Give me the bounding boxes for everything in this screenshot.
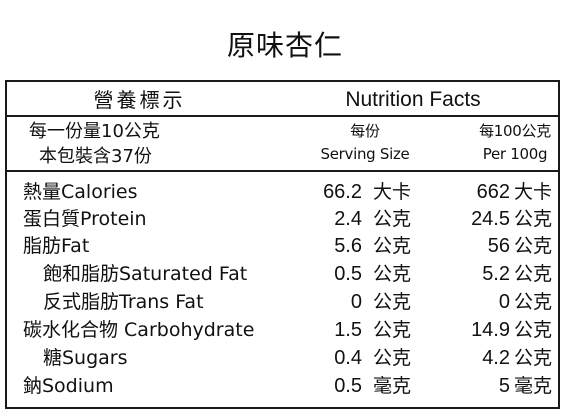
per-serving-value: 1.5 xyxy=(334,319,362,341)
per-100g-value: 4.2 xyxy=(482,347,510,369)
per-serving-unit: 公克 xyxy=(373,319,412,341)
nutrient-row-calories: 熱量Calories 66.2 大卡 662 大卡 xyxy=(7,179,558,206)
per-100g-value: 56 xyxy=(487,235,510,257)
nutrient-name: 脂肪Fat xyxy=(23,235,90,257)
per-serving-unit: 公克 xyxy=(373,208,412,230)
per-serving-unit: 公克 xyxy=(373,235,412,257)
nutrient-name: 碳水化合物 Carbohydrate xyxy=(23,319,255,341)
label-header-english: Nutrition Facts xyxy=(345,88,481,111)
per-100g-unit: 公克 xyxy=(514,235,553,257)
label-header-chinese: 營養標示 xyxy=(93,88,186,112)
nutrient-row-fat: 脂肪Fat 5.6 公克 56 公克 xyxy=(7,233,558,260)
nutrient-name: 蛋白質Protein xyxy=(23,208,147,230)
per-100g-value: 5.2 xyxy=(482,263,510,285)
per-100g-value: 662 xyxy=(476,181,510,203)
per-100g-value: 14.9 xyxy=(471,319,510,341)
product-title: 原味杏仁 xyxy=(226,29,343,62)
per-100g-value: 0 xyxy=(498,291,510,313)
column-header-per-100g-zh: 每100公克 xyxy=(479,122,551,140)
per-serving-unit: 公克 xyxy=(373,263,412,285)
column-header-per-serving-zh: 每份 xyxy=(350,122,380,140)
per-100g-unit: 公克 xyxy=(514,263,553,285)
column-header-per-serving-en: Serving Size xyxy=(320,145,410,163)
per-serving-value: 0.5 xyxy=(334,263,362,285)
nutrient-name: 鈉Sodium xyxy=(23,375,114,397)
per-serving-value: 0.4 xyxy=(334,347,362,369)
per-100g-unit: 毫克 xyxy=(514,375,553,397)
nutrient-row-sodium: 鈉Sodium 0.5 毫克 5 毫克 xyxy=(7,373,558,400)
per-100g-unit: 公克 xyxy=(514,347,553,369)
header-divider xyxy=(7,115,558,117)
per-serving-value: 0 xyxy=(350,291,362,313)
per-100g-unit: 公克 xyxy=(514,319,553,341)
per-serving-value: 5.6 xyxy=(334,235,362,257)
per-serving-value: 2.4 xyxy=(334,208,362,230)
per-100g-unit: 大卡 xyxy=(514,181,553,203)
nutrient-name: 飽和脂肪Saturated Fat xyxy=(43,263,248,285)
per-serving-value: 0.5 xyxy=(334,375,362,397)
column-header-per-100g: 每100公克 Per 100g xyxy=(454,120,570,166)
per-serving-unit: 大卡 xyxy=(373,181,412,203)
per-100g-value: 5 xyxy=(498,375,510,397)
serving-size: 每一份量10公克 xyxy=(29,121,160,142)
per-serving-value: 66.2 xyxy=(323,181,362,203)
nutrient-row-saturated-fat: 飽和脂肪Saturated Fat 0.5 公克 5.2 公克 xyxy=(7,261,558,288)
nutrient-name: 熱量Calories xyxy=(23,181,138,203)
per-serving-unit: 毫克 xyxy=(373,375,412,397)
nutrient-row-protein: 蛋白質Protein 2.4 公克 24.5 公克 xyxy=(7,206,558,233)
per-serving-unit: 公克 xyxy=(373,291,412,313)
column-header-per-100g-en: Per 100g xyxy=(482,145,548,163)
nutrient-row-carbohydrate: 碳水化合物 Carbohydrate 1.5 公克 14.9 公克 xyxy=(7,317,558,344)
nutrient-name: 反式脂肪Trans Fat xyxy=(43,291,204,313)
per-100g-value: 24.5 xyxy=(471,208,510,230)
serving-divider xyxy=(7,170,558,172)
nutrition-label: 營養標示 Nutrition Facts 每一份量10公克 本包裝含37份 每份… xyxy=(5,80,560,409)
per-serving-unit: 公克 xyxy=(373,347,412,369)
per-100g-unit: 公克 xyxy=(514,291,553,313)
per-100g-unit: 公克 xyxy=(514,208,553,230)
nutrient-name: 糖Sugars xyxy=(43,347,128,369)
column-header-per-serving: 每份 Serving Size xyxy=(305,120,425,166)
nutrient-row-trans-fat: 反式脂肪Trans Fat 0 公克 0 公克 xyxy=(7,289,558,316)
servings-per-package: 本包裝含37份 xyxy=(39,146,152,167)
nutrient-row-sugars: 糖Sugars 0.4 公克 4.2 公克 xyxy=(7,345,558,372)
